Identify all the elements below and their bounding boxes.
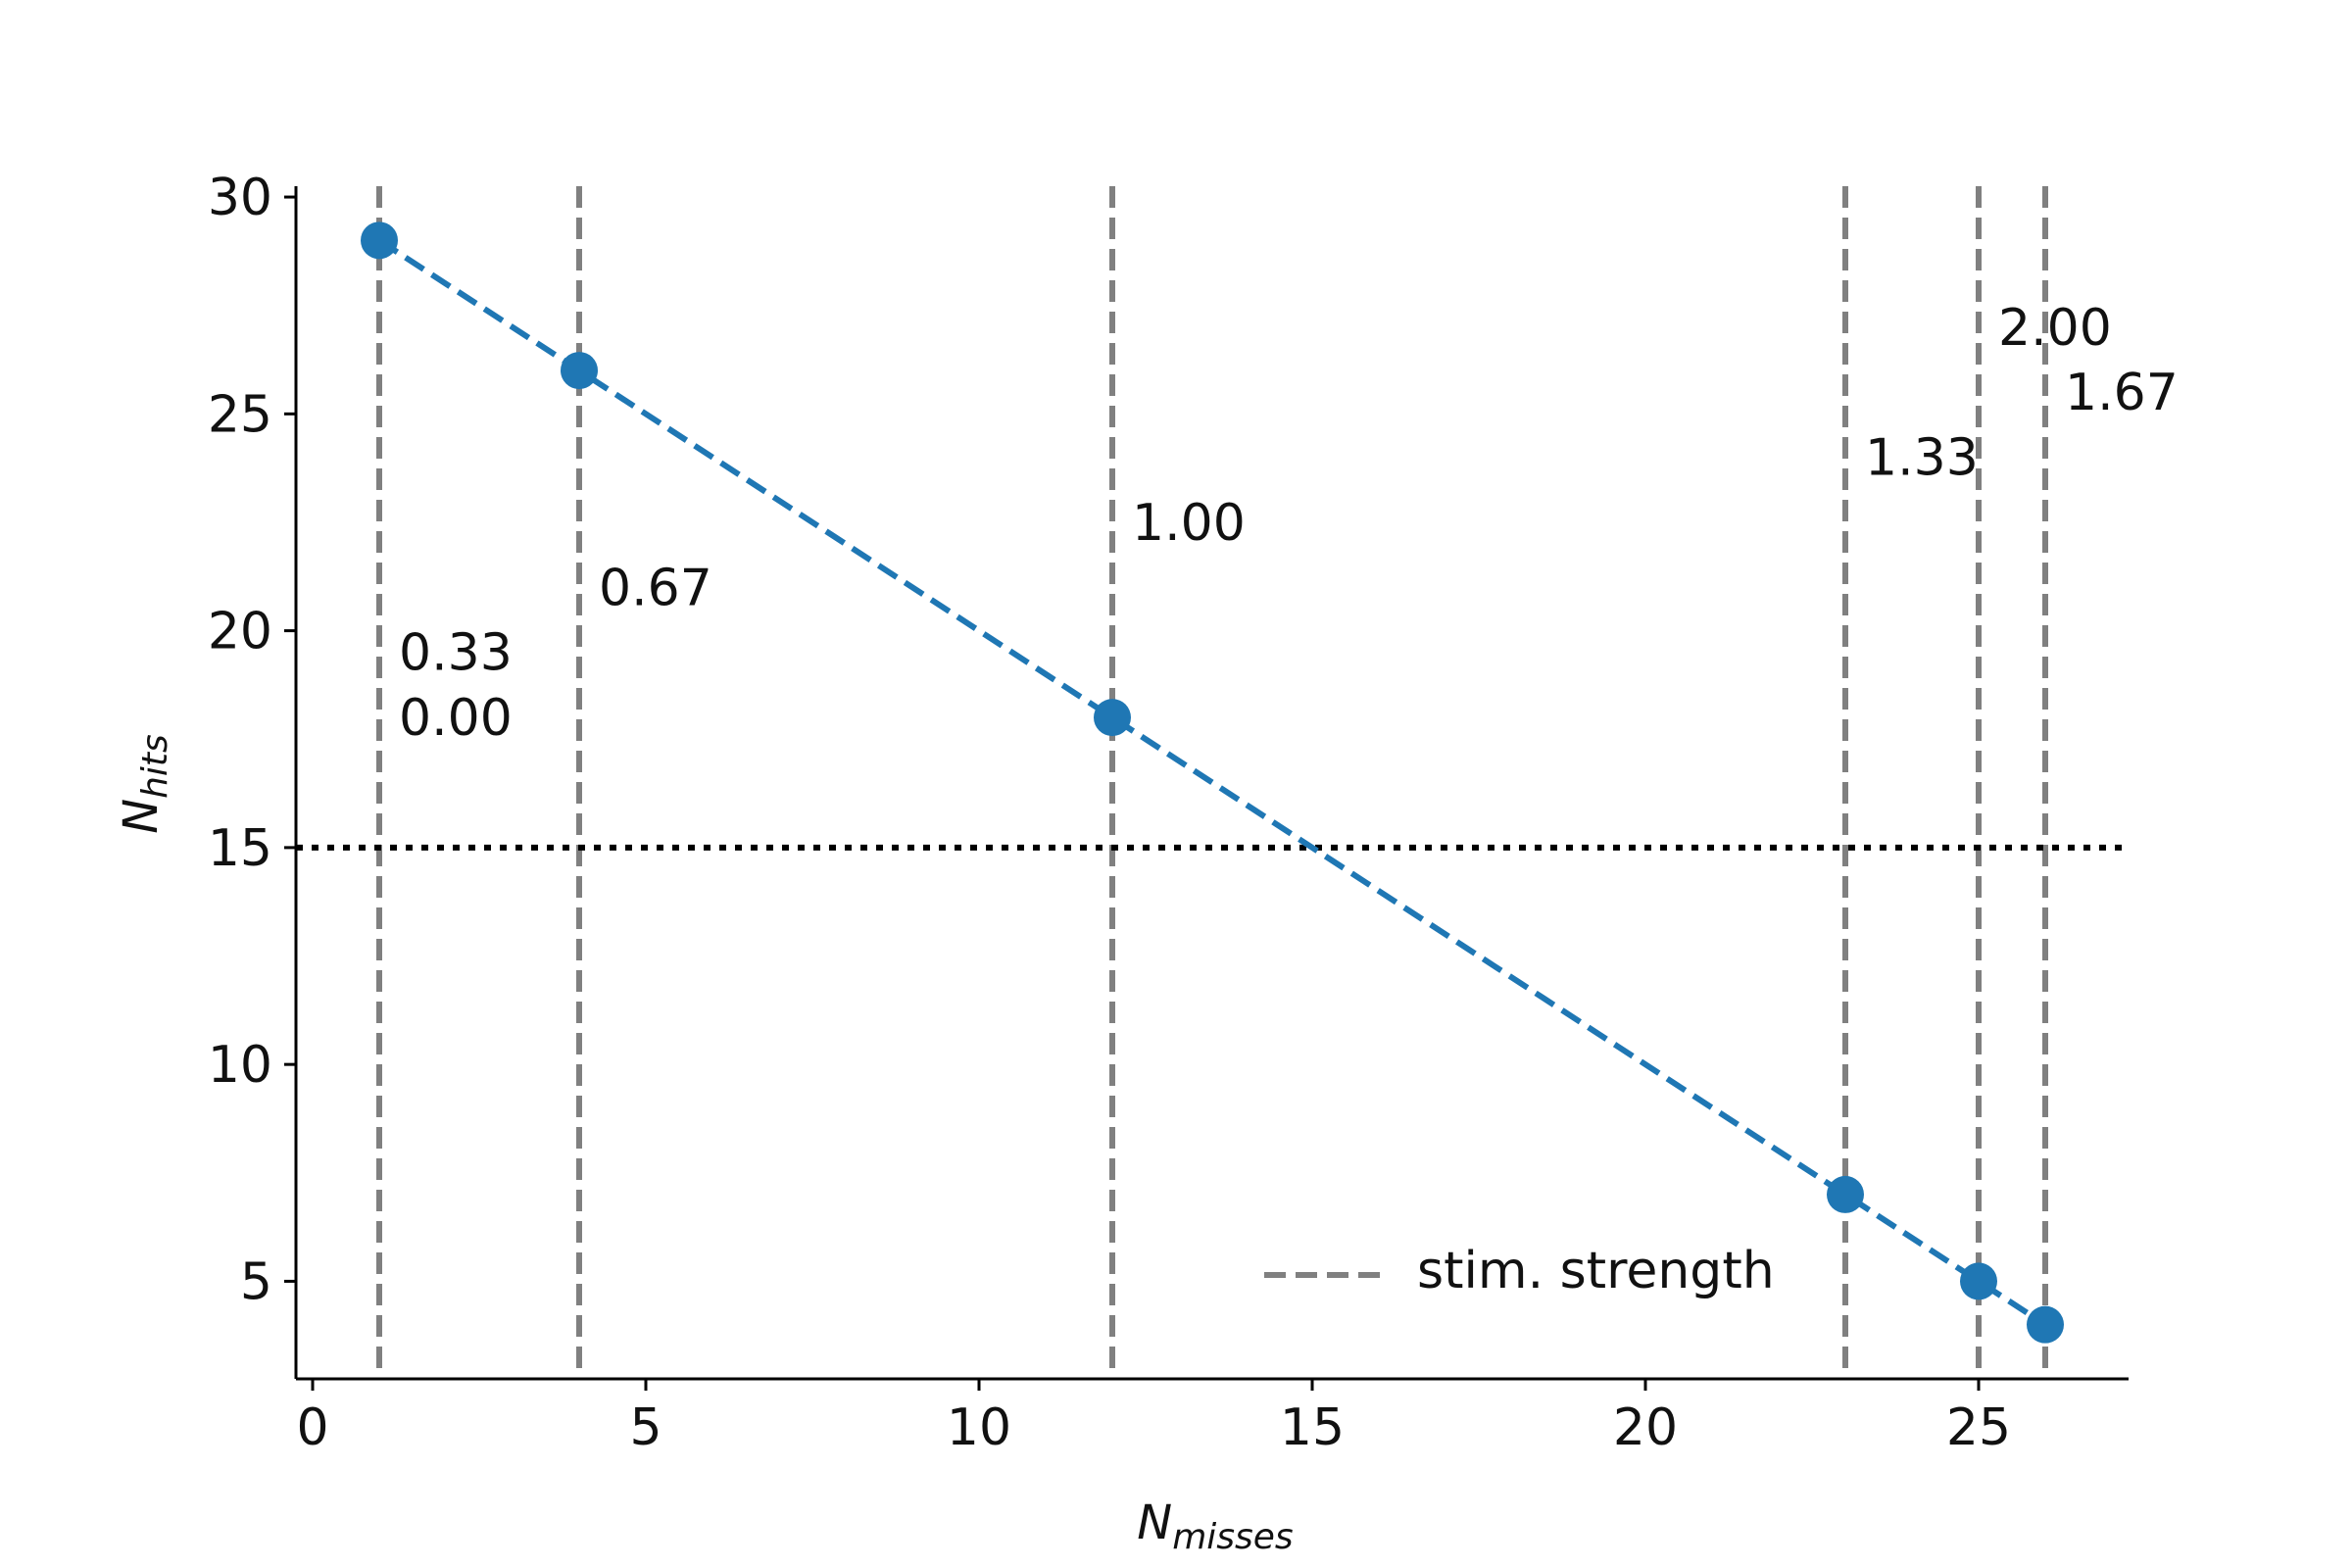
y-tick-label: 15 xyxy=(208,819,272,878)
x-tick-label: 5 xyxy=(629,1398,662,1457)
series-line xyxy=(377,237,2047,1328)
data-point xyxy=(1094,699,1131,737)
x-tick-label: 15 xyxy=(1280,1398,1345,1457)
stim-strength-annotation: 0.00 xyxy=(399,689,513,748)
legend-label: stim. strength xyxy=(1417,1242,1775,1300)
data-point xyxy=(2027,1305,2064,1344)
stim-strength-annotation: 2.00 xyxy=(1998,299,2112,358)
x-axis-label-main: N xyxy=(1137,1495,1172,1550)
stim-strength-annotation: 1.33 xyxy=(1865,429,1979,488)
x-tick-label: 25 xyxy=(1946,1398,2011,1457)
x-axis-label: Nmisses xyxy=(1137,1495,1293,1557)
legend: stim. strength xyxy=(1264,1242,1775,1300)
y-tick-label: 5 xyxy=(240,1252,272,1311)
series-group xyxy=(361,221,2064,1344)
data-point xyxy=(1960,1262,1997,1300)
stim-strength-annotation: 0.67 xyxy=(599,559,712,617)
y-tick-label: 25 xyxy=(208,385,272,444)
stim-strength-lines xyxy=(376,186,2048,1379)
y-axis-label-sub: hits xyxy=(135,734,175,799)
axes xyxy=(294,186,2129,1381)
y-axis-label: Nhits xyxy=(114,734,175,834)
x-tick-label: 10 xyxy=(947,1398,1011,1457)
x-tick-label: 0 xyxy=(296,1398,328,1457)
data-point xyxy=(361,221,398,260)
data-point xyxy=(1827,1175,1864,1213)
stim-strength-annotation: 1.67 xyxy=(2065,364,2179,422)
x-axis-label-sub: misses xyxy=(1172,1517,1294,1557)
y-tick-label: 30 xyxy=(208,169,272,227)
x-tick-label: 20 xyxy=(1613,1398,1678,1457)
data-point xyxy=(561,352,598,390)
y-tick-label: 10 xyxy=(208,1036,272,1095)
y-tick-label: 20 xyxy=(208,603,272,662)
y-ticks: 5 10 15 20 25 30 xyxy=(208,169,296,1311)
x-ticks: 0 5 10 15 20 25 xyxy=(296,1379,2011,1457)
stim-strength-annotation: 0.33 xyxy=(399,624,513,683)
stim-strength-annotation: 1.00 xyxy=(1132,494,1246,553)
annotation-group: 0.00 0.33 0.67 1.00 1.33 1.67 2.00 xyxy=(399,299,2179,748)
y-axis-label-main: N xyxy=(114,799,169,834)
